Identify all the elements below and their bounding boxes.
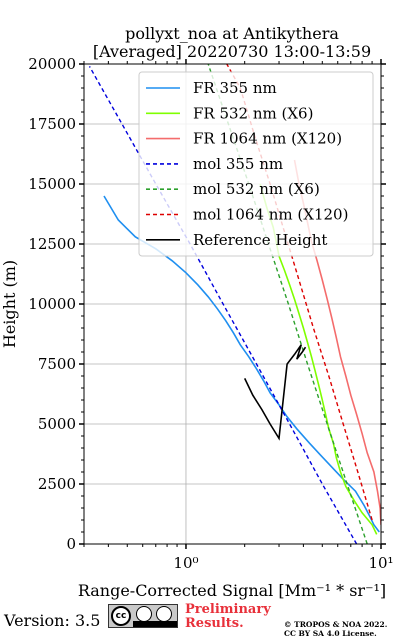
- copyright-line-1: © TROPOS & NOA 2022.: [284, 620, 388, 629]
- legend-label: FR 1064 nm (X120): [193, 130, 342, 148]
- legend-box: [138, 71, 374, 257]
- y-tick-label: 0: [66, 535, 76, 553]
- chart-title: pollyxt_noa at Antikythera: [125, 24, 339, 43]
- sa-icon: [156, 606, 172, 622]
- version-label: Version: 3.5: [4, 611, 101, 630]
- cc-icon: cc: [111, 606, 131, 626]
- legend-label: mol 1064 nm (X120): [193, 206, 348, 224]
- legend-label: FR 532 nm (X6): [193, 104, 313, 122]
- by-icon: [136, 606, 152, 622]
- y-tick-label: 17500: [28, 115, 76, 133]
- preliminary-line-1: Preliminary: [185, 602, 271, 617]
- legend-label: Reference Height: [193, 231, 327, 249]
- y-axis-label: Height (m): [0, 260, 19, 348]
- cc-license-badge: cc: [108, 604, 178, 628]
- x-tick-label: 10¹: [368, 554, 393, 572]
- copyright-note: © TROPOS & NOA 2022. CC BY SA 4.0 Licens…: [284, 620, 387, 638]
- series-line-fr-355-nm: [103, 195, 380, 533]
- y-tick-label: 20000: [28, 55, 76, 73]
- legend: FR 355 nm FR 532 nm (X6) FR 1064 nm (X120)…: [138, 71, 374, 257]
- legend-label: mol 355 nm: [193, 155, 283, 173]
- preliminary-line-2: Results.: [185, 616, 244, 631]
- y-tick-label: 10000: [28, 295, 76, 313]
- y-tick-label: 7500: [38, 355, 76, 373]
- series-line-mol-355-nm: [88, 66, 358, 544]
- x-axis-label: Range-Corrected Signal [Mm⁻¹ * sr⁻¹]: [78, 581, 386, 600]
- legend-label: mol 532 nm (X6): [193, 180, 320, 198]
- y-tick-label: 12500: [28, 235, 76, 253]
- y-tick-label: 5000: [38, 415, 76, 433]
- chart-subtitle: [Averaged] 20220730 13:00-13:59: [93, 42, 371, 61]
- y-tick-label: 2500: [38, 475, 76, 493]
- preliminary-note: Preliminary Results.: [185, 603, 271, 631]
- legend-label: FR 355 nm: [193, 79, 277, 97]
- license-strip: [133, 621, 177, 627]
- y-tick-label: 15000: [28, 175, 76, 193]
- x-tick-label: 10⁰: [173, 554, 198, 572]
- copyright-line-2: CC BY SA 4.0 License.: [284, 629, 377, 638]
- series-line-reference-height: [243, 344, 307, 441]
- axis-ticks: 0 2500 5000 7500 10000 12500 15000 17500 20000 10…: [28, 55, 393, 572]
